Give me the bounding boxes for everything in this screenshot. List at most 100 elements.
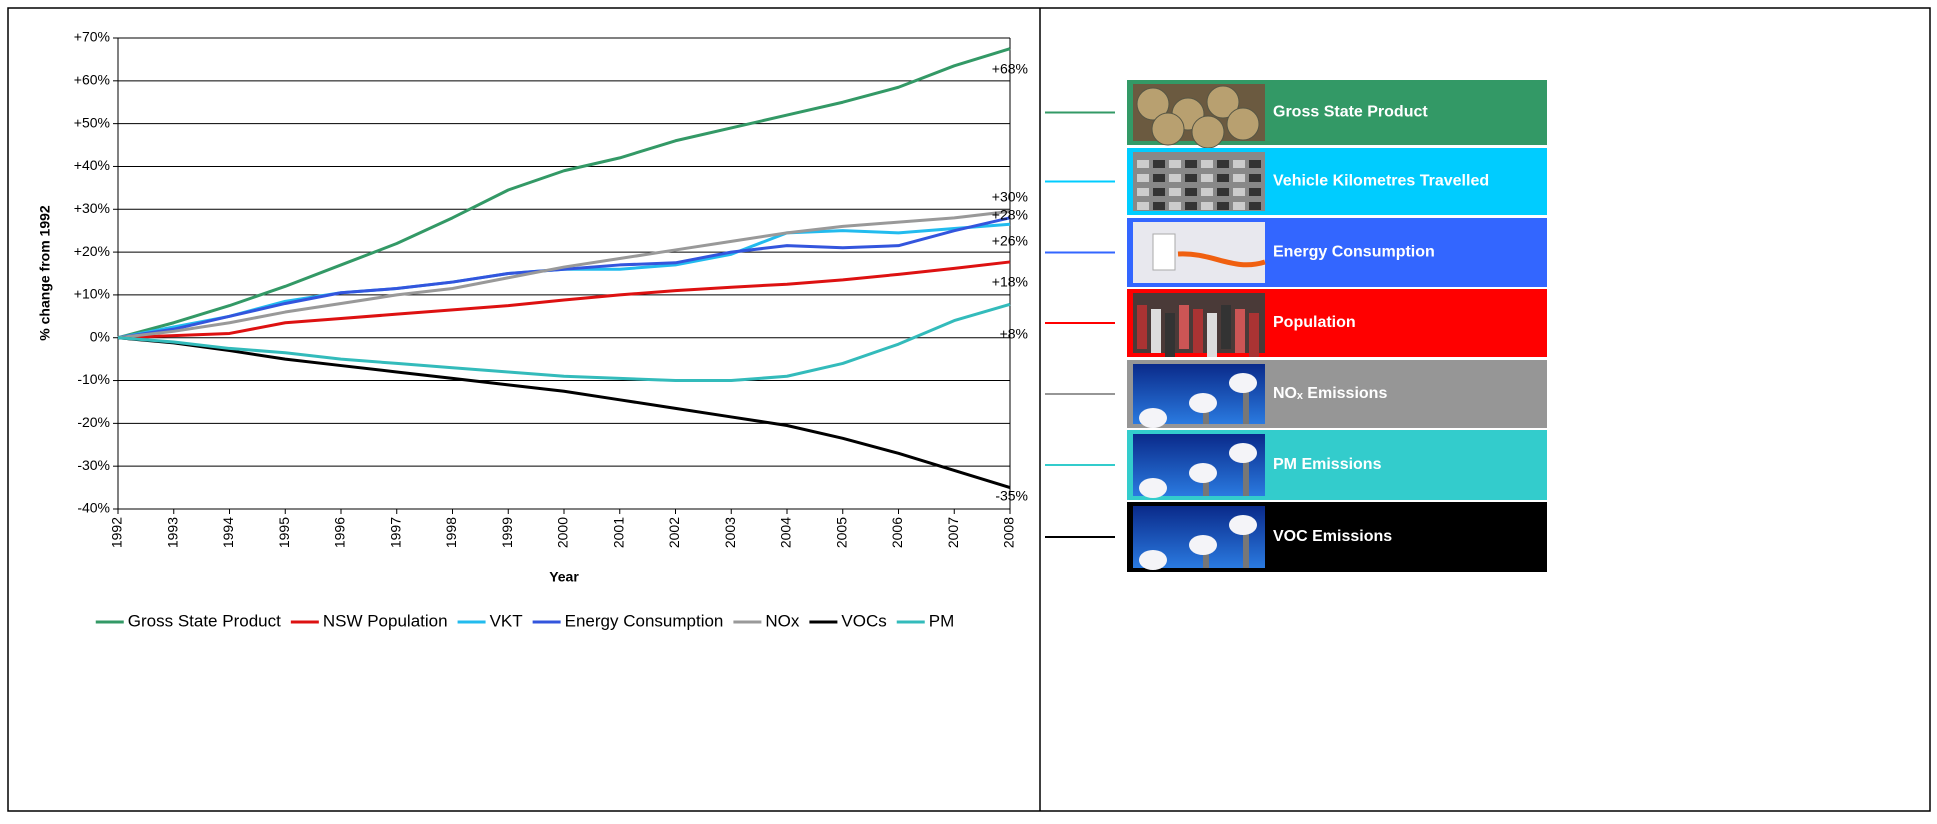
icon: [1179, 305, 1189, 349]
legend-label: NSW Population: [323, 611, 448, 630]
y-tick-label: +50%: [74, 114, 110, 130]
icon: [1165, 313, 1175, 357]
x-tick-label: 2008: [1001, 517, 1017, 548]
legend-label: Gross State Product: [128, 611, 281, 630]
series-line: [117, 209, 1011, 340]
icon: [1139, 478, 1167, 498]
icon: [1177, 251, 1266, 268]
y-tick-label: +30%: [74, 200, 110, 216]
end-label: +26%: [992, 233, 1028, 249]
icon: [1203, 551, 1209, 568]
icon: [1249, 202, 1261, 210]
frame: [7, 7, 1931, 812]
y-tick-label: -20%: [77, 414, 110, 430]
y-tick-label: +60%: [74, 72, 110, 88]
icon: [1153, 174, 1165, 182]
icon: [1185, 160, 1197, 168]
legend-item: NSW Population: [290, 611, 448, 630]
side-label: Population: [1273, 314, 1356, 331]
icon: [1217, 160, 1229, 168]
icon: [1249, 188, 1261, 196]
icon: [1226, 107, 1260, 141]
end-label: -35%: [995, 488, 1028, 504]
icon: [1169, 174, 1181, 182]
icon: [1153, 202, 1165, 210]
x-axis-label: Year: [549, 569, 579, 585]
icon: [1137, 160, 1149, 168]
icon: [1233, 174, 1245, 182]
icon: [1249, 174, 1261, 182]
icon: [1229, 515, 1257, 535]
x-tick-label: 1994: [220, 517, 236, 548]
legend-item: PM: [896, 611, 955, 630]
end-label: +18%: [992, 274, 1028, 290]
y-tick-label: -40%: [77, 500, 110, 516]
icon: [1249, 160, 1261, 168]
y-tick-label: +10%: [74, 286, 110, 302]
side-label: Vehicle Kilometres Travelled: [1273, 173, 1489, 190]
y-tick-label: 0%: [90, 328, 110, 344]
icon: [1233, 202, 1245, 210]
icon: [1249, 313, 1259, 357]
icon: [1201, 202, 1213, 210]
icon: [1243, 389, 1249, 424]
legend-item: VKT: [457, 611, 523, 630]
icon: [1185, 174, 1197, 182]
icon: [1233, 160, 1245, 168]
x-tick-label: 2003: [722, 517, 738, 548]
legend-label: PM: [929, 611, 955, 630]
y-axis-label: % change from 1992: [37, 205, 53, 341]
icon: [1185, 202, 1197, 210]
icon: [1217, 174, 1229, 182]
x-tick-label: 2006: [889, 517, 905, 548]
legend-label: Energy Consumption: [565, 611, 724, 630]
x-tick-label: 2005: [833, 517, 849, 548]
icon: [1203, 479, 1209, 496]
icon: [1201, 160, 1213, 168]
icon: [1189, 463, 1217, 483]
icon: [1169, 160, 1181, 168]
y-tick-label: -30%: [77, 457, 110, 473]
side-label: VOC Emissions: [1273, 528, 1392, 545]
icon: [1243, 531, 1249, 568]
x-tick-label: 1997: [387, 517, 403, 548]
end-label: +28%: [992, 207, 1028, 223]
icon: [1139, 550, 1167, 570]
y-tick-label: +70%: [74, 29, 110, 45]
side-label: Gross State Product: [1273, 104, 1428, 121]
side-label: NOₓ Emissions: [1273, 385, 1387, 402]
end-label: +68%: [992, 61, 1028, 77]
icon: [1217, 202, 1229, 210]
icon: [1207, 313, 1217, 357]
end-label: +30%: [992, 189, 1028, 205]
x-tick-label: 1999: [499, 517, 515, 548]
legend-label: NOx: [765, 611, 800, 630]
icon: [1201, 188, 1213, 196]
icon: [1139, 408, 1167, 428]
icon: [1151, 112, 1185, 146]
side-label: Energy Consumption: [1273, 244, 1435, 261]
x-tick-label: 2001: [610, 517, 626, 548]
icon: [1137, 174, 1149, 182]
icon: [1137, 188, 1149, 196]
icon: [1229, 443, 1257, 463]
y-tick-label: +20%: [74, 243, 110, 259]
series-line: [117, 260, 1011, 340]
x-tick-label: 1996: [332, 517, 348, 548]
icon: [1243, 459, 1249, 496]
series-line: [117, 336, 1011, 490]
x-tick-label: 1993: [164, 517, 180, 548]
y-tick-label: -10%: [77, 371, 110, 387]
x-tick-label: 1998: [443, 517, 459, 548]
icon: [1189, 393, 1217, 413]
icon: [1233, 188, 1245, 196]
icon: [1191, 115, 1225, 149]
end-label: +8%: [1000, 326, 1028, 342]
icon: [1169, 202, 1181, 210]
icon: [1203, 409, 1209, 424]
series-line: [117, 216, 1011, 340]
legend-label: VOCs: [841, 611, 886, 630]
icon: [1221, 305, 1231, 349]
legend-item: NOx: [733, 611, 800, 630]
